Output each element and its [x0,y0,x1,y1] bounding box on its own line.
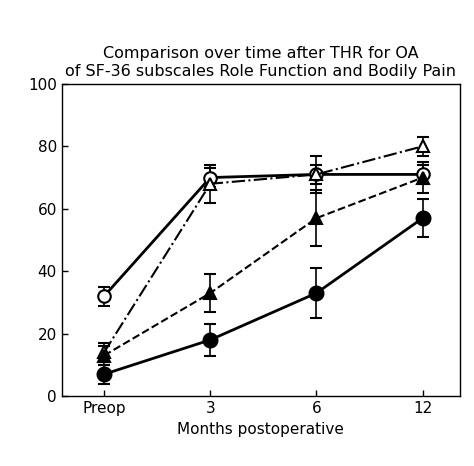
X-axis label: Months postoperative: Months postoperative [177,422,344,437]
Title: Comparison over time after THR for OA
of SF-36 subscales Role Function and Bodil: Comparison over time after THR for OA of… [65,46,456,79]
